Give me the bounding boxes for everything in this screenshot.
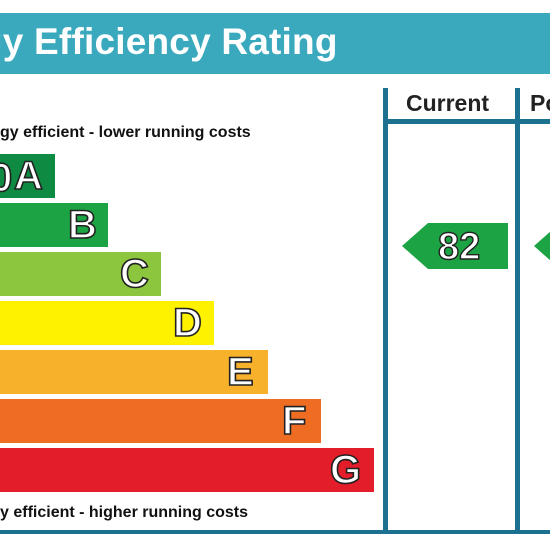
divider-left	[383, 88, 388, 534]
chart-title: gy Efficiency Rating	[0, 21, 338, 62]
band-e-letter: E	[226, 349, 254, 395]
band-f-letter: F	[281, 398, 307, 444]
potential-column-header: Po	[530, 90, 550, 116]
potential-rating-arrow	[534, 223, 550, 269]
current-rating-value: 82	[437, 225, 481, 268]
band-a: 0 A	[0, 153, 55, 201]
bottom-border	[0, 530, 550, 534]
divider-middle	[515, 88, 520, 534]
current-rating-arrow: 82	[402, 223, 508, 269]
header-bar: gy Efficiency Rating	[0, 13, 550, 74]
band-g-letter: G	[329, 447, 362, 493]
band-d-letter: D	[172, 300, 202, 346]
band-f: F	[0, 398, 321, 444]
band-b: B	[0, 202, 108, 248]
band-a-letter: A	[13, 153, 43, 199]
caption-top: gy efficient - lower running costs	[0, 124, 251, 141]
band-g: G	[0, 447, 374, 493]
band-c-letter: C	[119, 251, 149, 297]
band-e: E	[0, 349, 268, 395]
current-column-header: Current	[406, 90, 490, 116]
band-d: D	[0, 300, 214, 346]
band-b-letter: B	[67, 202, 97, 248]
column-header-divider	[383, 119, 550, 124]
band-c: C	[0, 251, 161, 297]
band-a-range: 0	[0, 155, 13, 201]
caption-bottom: y efficient - higher running costs	[0, 504, 249, 521]
